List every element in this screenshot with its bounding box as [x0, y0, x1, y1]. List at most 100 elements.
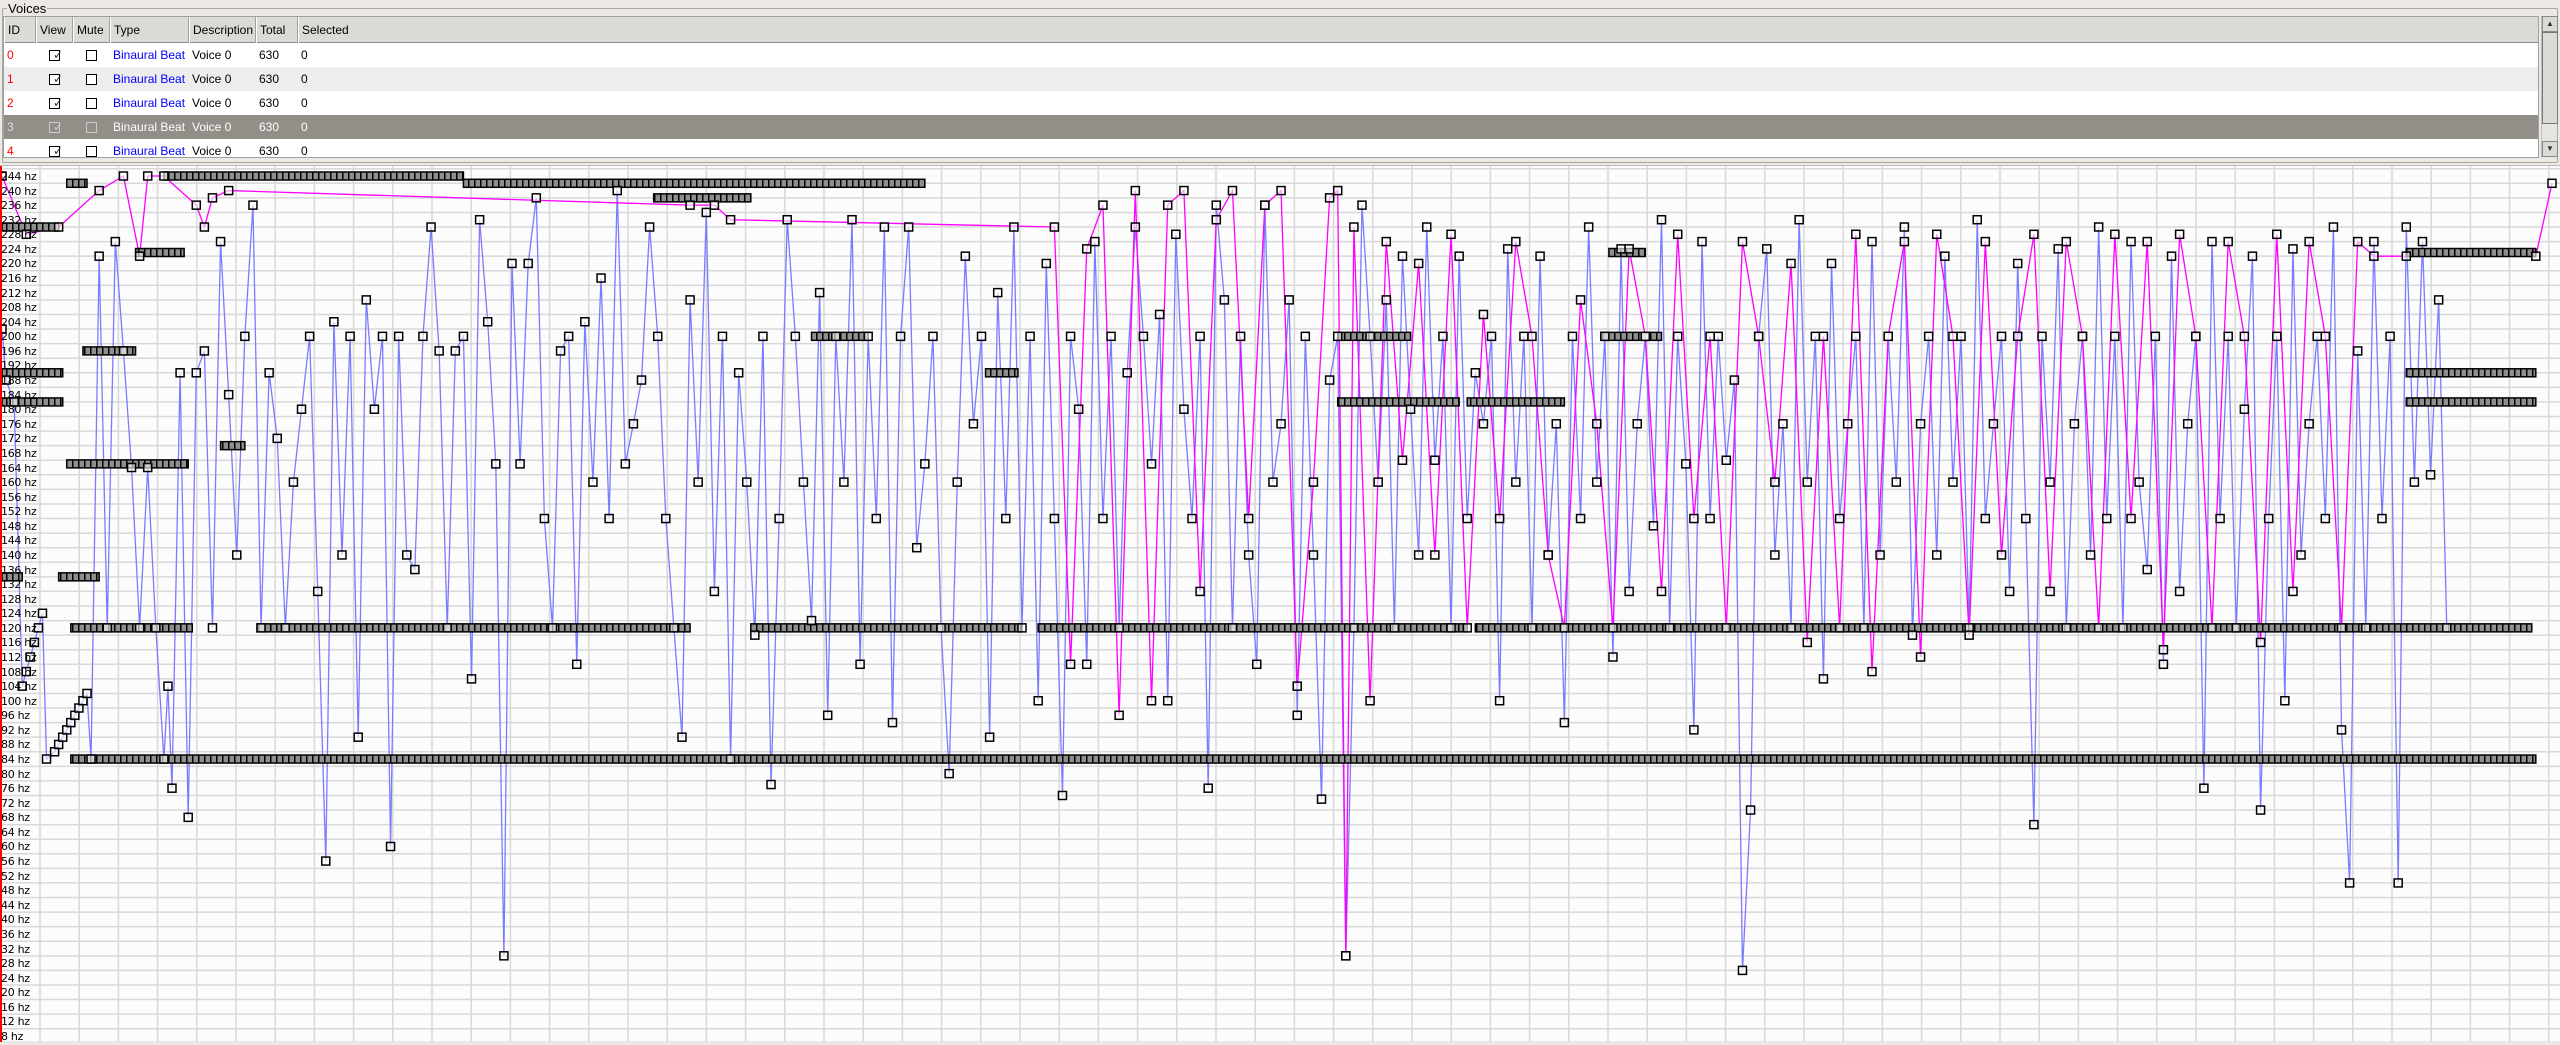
data-point[interactable] [1648, 521, 1659, 531]
mute-checkbox[interactable] [86, 145, 97, 157]
data-point[interactable] [2336, 623, 2347, 633]
data-point[interactable] [321, 856, 331, 866]
data-point[interactable] [1535, 251, 1545, 261]
data-point[interactable] [1454, 251, 1464, 261]
data-point[interactable] [29, 637, 40, 648]
data-point[interactable] [41, 754, 52, 764]
data-point[interactable] [37, 608, 48, 619]
data-point[interactable] [1964, 630, 1974, 640]
data-point[interactable] [2158, 644, 2169, 655]
data-point[interactable] [1681, 459, 1691, 469]
data-point[interactable] [912, 542, 922, 553]
data-point[interactable] [1608, 652, 1618, 662]
data-point[interactable] [1227, 185, 1238, 196]
data-point[interactable] [2239, 404, 2250, 414]
data-point[interactable] [644, 222, 655, 232]
data-point[interactable] [21, 229, 32, 240]
data-point[interactable] [1486, 331, 1497, 342]
data-point[interactable] [2442, 623, 2452, 633]
data-point[interactable] [2142, 236, 2152, 247]
data-point[interactable] [191, 368, 202, 378]
data-point[interactable] [167, 783, 177, 793]
data-point[interactable] [369, 404, 380, 414]
data-point[interactable] [1956, 331, 1966, 342]
data-point[interactable] [1583, 222, 1594, 232]
data-point[interactable] [2126, 513, 2136, 524]
data-point[interactable] [329, 317, 339, 327]
data-point[interactable] [1332, 331, 1343, 342]
data-point[interactable] [1600, 331, 1610, 342]
data-point[interactable] [1098, 513, 1108, 524]
data-point[interactable] [1883, 331, 1893, 342]
data-point[interactable] [677, 732, 687, 742]
data-point[interactable] [814, 287, 825, 298]
data-point[interactable] [1065, 331, 1076, 342]
data-point[interactable] [1705, 513, 1715, 524]
data-point[interactable] [952, 477, 962, 487]
data-point[interactable] [1745, 805, 1756, 815]
data-point[interactable] [1065, 659, 1076, 670]
data-point[interactable] [2166, 251, 2177, 261]
data-point[interactable] [0, 171, 7, 181]
data-point[interactable] [1381, 295, 1392, 305]
data-point[interactable] [2061, 623, 2072, 633]
data-point[interactable] [2150, 331, 2161, 342]
data-point[interactable] [450, 346, 461, 356]
data-point[interactable] [2328, 222, 2339, 232]
data-point[interactable] [1470, 368, 1481, 378]
data-point[interactable] [2401, 251, 2412, 261]
data-point[interactable] [2531, 251, 2541, 261]
data-point[interactable] [1478, 309, 1489, 320]
data-point[interactable] [2304, 236, 2314, 247]
data-point[interactable] [402, 550, 412, 560]
data-point[interactable] [1349, 623, 1359, 633]
data-point[interactable] [353, 732, 363, 742]
data-point[interactable] [2085, 550, 2096, 560]
data-point[interactable] [1171, 229, 1181, 240]
data-point[interactable] [1689, 513, 1699, 524]
data-point[interactable] [2045, 477, 2055, 487]
data-point[interactable] [1033, 695, 1043, 706]
data-point[interactable] [2037, 331, 2047, 342]
data-point[interactable] [871, 513, 882, 524]
data-point[interactable] [2069, 419, 2080, 429]
data-point[interactable] [1616, 244, 1626, 254]
data-point[interactable] [393, 331, 404, 342]
data-point[interactable] [531, 193, 542, 203]
data-point[interactable] [2004, 586, 2015, 597]
data-point[interactable] [2288, 244, 2298, 254]
data-point[interactable] [0, 324, 7, 334]
data-point[interactable] [1818, 674, 1829, 684]
data-point[interactable] [491, 459, 501, 469]
column-header-description[interactable]: Description [189, 17, 256, 43]
table-row[interactable]: 1 ✓ Binaural Beat Voice 0 630 0 [4, 67, 2538, 91]
data-point[interactable] [1786, 258, 1796, 269]
frequency-chart[interactable]: 244 hz 240 hz 236 hz 232 hz 228 hz 224 hz 220 … [0, 165, 2560, 1045]
data-point[interactable] [2401, 222, 2412, 232]
data-point[interactable] [191, 200, 202, 210]
data-point[interactable] [1721, 623, 1732, 633]
data-point[interactable] [1276, 185, 1286, 196]
data-point[interactable] [2110, 331, 2120, 342]
data-point[interactable] [1195, 586, 1205, 597]
data-point[interactable] [1462, 623, 1472, 633]
data-point[interactable] [685, 295, 695, 305]
voice-type[interactable]: Binaural Beat [113, 144, 186, 158]
data-point[interactable] [725, 754, 736, 764]
data-point[interactable] [2377, 513, 2387, 524]
data-point[interactable] [1381, 236, 1392, 247]
data-point[interactable] [693, 477, 703, 487]
data-point[interactable] [1656, 586, 1667, 597]
data-point[interactable] [515, 459, 525, 469]
data-point[interactable] [434, 346, 444, 356]
data-point[interactable] [507, 258, 517, 269]
data-point[interactable] [936, 623, 946, 633]
data-point[interactable] [1357, 200, 1367, 210]
data-point[interactable] [1276, 419, 1286, 429]
data-point[interactable] [94, 251, 104, 261]
data-point[interactable] [1737, 236, 1748, 247]
data-point[interactable] [1559, 717, 1570, 728]
data-point[interactable] [1729, 375, 1740, 385]
data-point[interactable] [223, 185, 234, 196]
data-point[interactable] [806, 615, 817, 626]
